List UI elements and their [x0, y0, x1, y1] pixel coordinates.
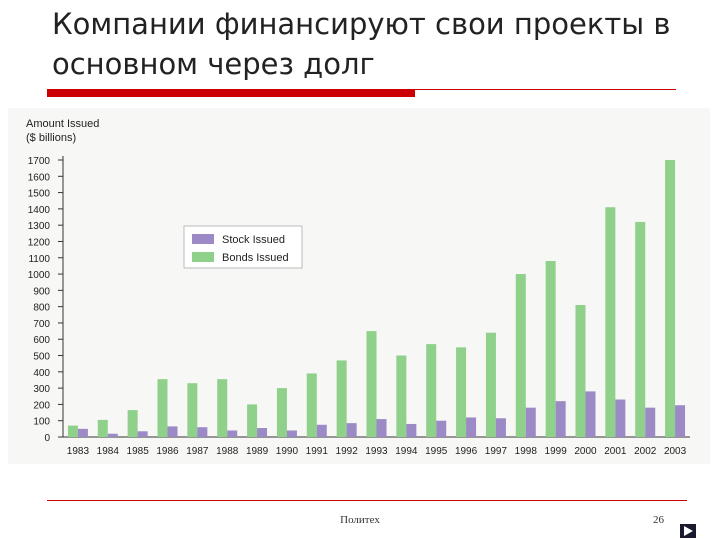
legend: Stock Issued Bonds Issued	[183, 225, 303, 269]
bar-bonds-issued	[67, 425, 78, 437]
bar-bonds-issued	[247, 404, 258, 437]
bar-stock-issued	[466, 417, 477, 437]
x-tick-label: 2001	[604, 446, 627, 457]
y-tick-label: 1400	[28, 205, 51, 216]
x-tick-label: 2003	[664, 446, 687, 457]
x-tick-label: 1992	[336, 446, 359, 457]
title-underline-bar	[47, 89, 415, 97]
slide-title: Компании финансируют свои проекты в осно…	[52, 7, 671, 81]
x-tick-label: 1987	[186, 446, 209, 457]
bar-bonds-issued	[545, 261, 556, 437]
y-tick-label: 1200	[28, 237, 51, 248]
y-tick-label: 600	[33, 335, 50, 346]
bar-stock-issued	[525, 407, 536, 437]
x-tick-label: 2000	[574, 446, 597, 457]
y-axis-label-line-2: ($ billions)	[26, 132, 76, 144]
x-tick-label: 1993	[365, 446, 388, 457]
bar-stock-issued	[107, 433, 118, 437]
y-tick-label: 1500	[28, 189, 51, 200]
footer-rule	[47, 500, 687, 501]
bar-bonds-issued	[396, 355, 407, 437]
x-tick-label: 1997	[485, 446, 508, 457]
y-tick-label: 100	[33, 417, 50, 428]
y-tick-label: 200	[33, 400, 50, 411]
bar-bonds-issued	[97, 419, 108, 437]
bar-stock-issued	[346, 423, 357, 437]
x-tick-label: 1984	[97, 446, 120, 457]
y-tick-label: 1100	[28, 254, 50, 265]
bar-stock-issued	[316, 424, 327, 437]
x-tick-label: 1989	[246, 446, 269, 457]
bar-bonds-issued	[635, 221, 646, 437]
bar-stock-issued	[137, 431, 148, 437]
y-tick-label: 700	[33, 319, 50, 330]
x-tick-label: 1988	[216, 446, 239, 457]
bar-stock-issued	[77, 428, 88, 437]
page-number: 26	[653, 514, 664, 526]
legend-label-bonds: Bonds Issued	[222, 252, 289, 264]
bar-bonds-issued	[366, 331, 377, 437]
x-tick-label: 1991	[306, 446, 329, 457]
bar-bonds-issued	[306, 373, 317, 437]
footer-center-text: Политех	[340, 514, 380, 526]
bar-stock-issued	[436, 420, 447, 437]
title-underline-line	[415, 89, 676, 90]
bar-stock-issued	[615, 399, 626, 437]
bar-bonds-issued	[605, 207, 616, 437]
bar-stock-issued	[585, 391, 596, 437]
bar-stock-issued	[645, 407, 656, 437]
x-tick-label: 1994	[395, 446, 418, 457]
bar-bonds-issued	[127, 410, 138, 437]
bar-stock-issued	[197, 427, 208, 437]
y-tick-label: 300	[33, 384, 50, 395]
x-tick-label: 1996	[455, 446, 478, 457]
bar-stock-issued	[555, 401, 566, 437]
bar-stock-issued	[406, 423, 417, 437]
x-tick-label: 2002	[634, 446, 657, 457]
bar-stock-issued	[167, 426, 178, 437]
y-tick-label: 500	[33, 352, 50, 363]
play-arrow-icon	[684, 526, 693, 536]
y-tick-label: 1700	[28, 156, 51, 167]
x-tick-label: 1999	[545, 446, 568, 457]
x-tick-label: 1990	[276, 446, 299, 457]
bar-stock-issued	[257, 428, 268, 437]
y-axis-label-line-1: Amount Issued	[26, 118, 99, 130]
bars	[67, 160, 686, 437]
legend-label-stock: Stock Issued	[222, 234, 285, 246]
y-tick-label: 0	[44, 433, 50, 444]
next-slide-button[interactable]	[680, 524, 696, 538]
x-tick-label: 1986	[156, 446, 179, 457]
y-tick-label: 1300	[28, 221, 51, 232]
x-tick-label: 1983	[67, 446, 90, 457]
bar-stock-issued	[376, 419, 387, 437]
y-tick-label: 400	[33, 368, 50, 379]
y-tick-label: 900	[33, 286, 50, 297]
bar-bonds-issued	[217, 379, 228, 437]
x-tick-label: 1998	[515, 446, 538, 457]
bar-bonds-issued	[575, 305, 586, 437]
y-tick-label: 800	[33, 303, 50, 314]
bar-stock-issued	[227, 430, 238, 437]
bar-bonds-issued	[515, 274, 526, 437]
bar-bonds-issued	[276, 388, 287, 437]
bar-stock-issued	[286, 430, 297, 437]
bar-bonds-issued	[485, 332, 496, 437]
y-tick-label: 1600	[28, 172, 51, 183]
bar-chart: Amount Issued ($ billions) 0 100 200 300 400…	[26, 118, 690, 457]
bar-stock-issued	[675, 405, 686, 437]
bar-bonds-issued	[665, 160, 676, 437]
legend-swatch-bonds	[192, 252, 214, 262]
bar-bonds-issued	[157, 379, 168, 437]
bar-bonds-issued	[456, 347, 467, 437]
y-tick-label: 1000	[28, 270, 51, 281]
legend-swatch-stock	[192, 234, 214, 244]
bar-bonds-issued	[336, 360, 347, 437]
bar-stock-issued	[495, 418, 506, 437]
bar-bonds-issued	[426, 344, 437, 437]
x-tick-label: 1985	[127, 446, 150, 457]
bar-bonds-issued	[187, 383, 198, 437]
x-tick-label: 1995	[425, 446, 448, 457]
